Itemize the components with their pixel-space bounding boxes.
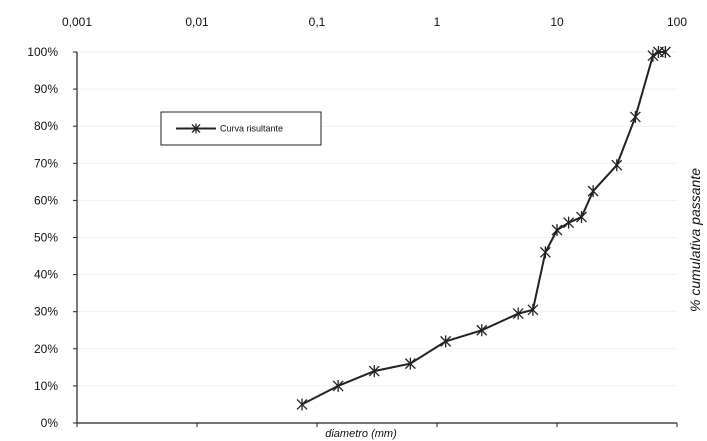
data-point-marker: [476, 324, 488, 337]
y-tick-label: 70%: [34, 156, 58, 170]
data-point-marker: [332, 379, 344, 392]
x-tick-labels: 0,001 0,01 0,1 1 10 100: [62, 15, 687, 427]
x-tick-label: 0,001: [62, 15, 92, 29]
data-point-marker: [563, 216, 575, 229]
legend: Curva risultante: [160, 111, 322, 146]
series-curva-risultante: [296, 46, 671, 411]
data-point-marker: [440, 335, 452, 348]
y-tick-label: 60%: [34, 193, 58, 207]
data-point-marker: [629, 110, 641, 123]
data-point-marker: [539, 246, 551, 259]
x-axis-title: diametro (mm): [325, 428, 397, 440]
y-tick-label: 40%: [34, 268, 58, 282]
y-tick-label: 20%: [34, 342, 58, 356]
series-line: [301, 51, 666, 406]
legend-marker-swatch: [191, 123, 201, 134]
y-tick-label: 80%: [34, 119, 58, 133]
data-point-marker: [611, 159, 623, 172]
x-tick-label: 0,1: [309, 15, 326, 29]
data-point-marker: [296, 398, 308, 411]
y-tick-label: 100%: [27, 45, 58, 59]
y-tick-label: 30%: [34, 305, 58, 319]
y-tick-label: 90%: [34, 82, 58, 96]
data-point-marker: [551, 224, 563, 237]
y-tick-labels: 0% 10% 20% 30% 40% 50% 60% 70% 80% 90% 100%: [27, 45, 77, 430]
data-point-marker: [576, 211, 587, 224]
gridlines: [77, 51, 677, 387]
data-point-marker: [368, 365, 380, 378]
data-point-marker: [587, 185, 599, 198]
x-tick-label: 0,01: [185, 15, 209, 29]
data-point-marker: [404, 357, 416, 370]
y-tick-label: 10%: [34, 379, 58, 393]
data-point-marker: [512, 307, 524, 320]
y-tick-label: 0%: [41, 416, 59, 430]
x-tick-label: 10: [550, 15, 564, 29]
y-tick-label: 50%: [34, 231, 58, 245]
x-tick-label: 100: [667, 15, 687, 29]
legend-label: Curva risultante: [220, 124, 283, 134]
y-axis-title: % cumulativa passante: [687, 168, 703, 312]
data-point-marker: [527, 303, 539, 316]
data-point-marker: [659, 46, 671, 58]
x-tick-label: 1: [434, 15, 441, 29]
data-point-marker: [647, 49, 659, 62]
